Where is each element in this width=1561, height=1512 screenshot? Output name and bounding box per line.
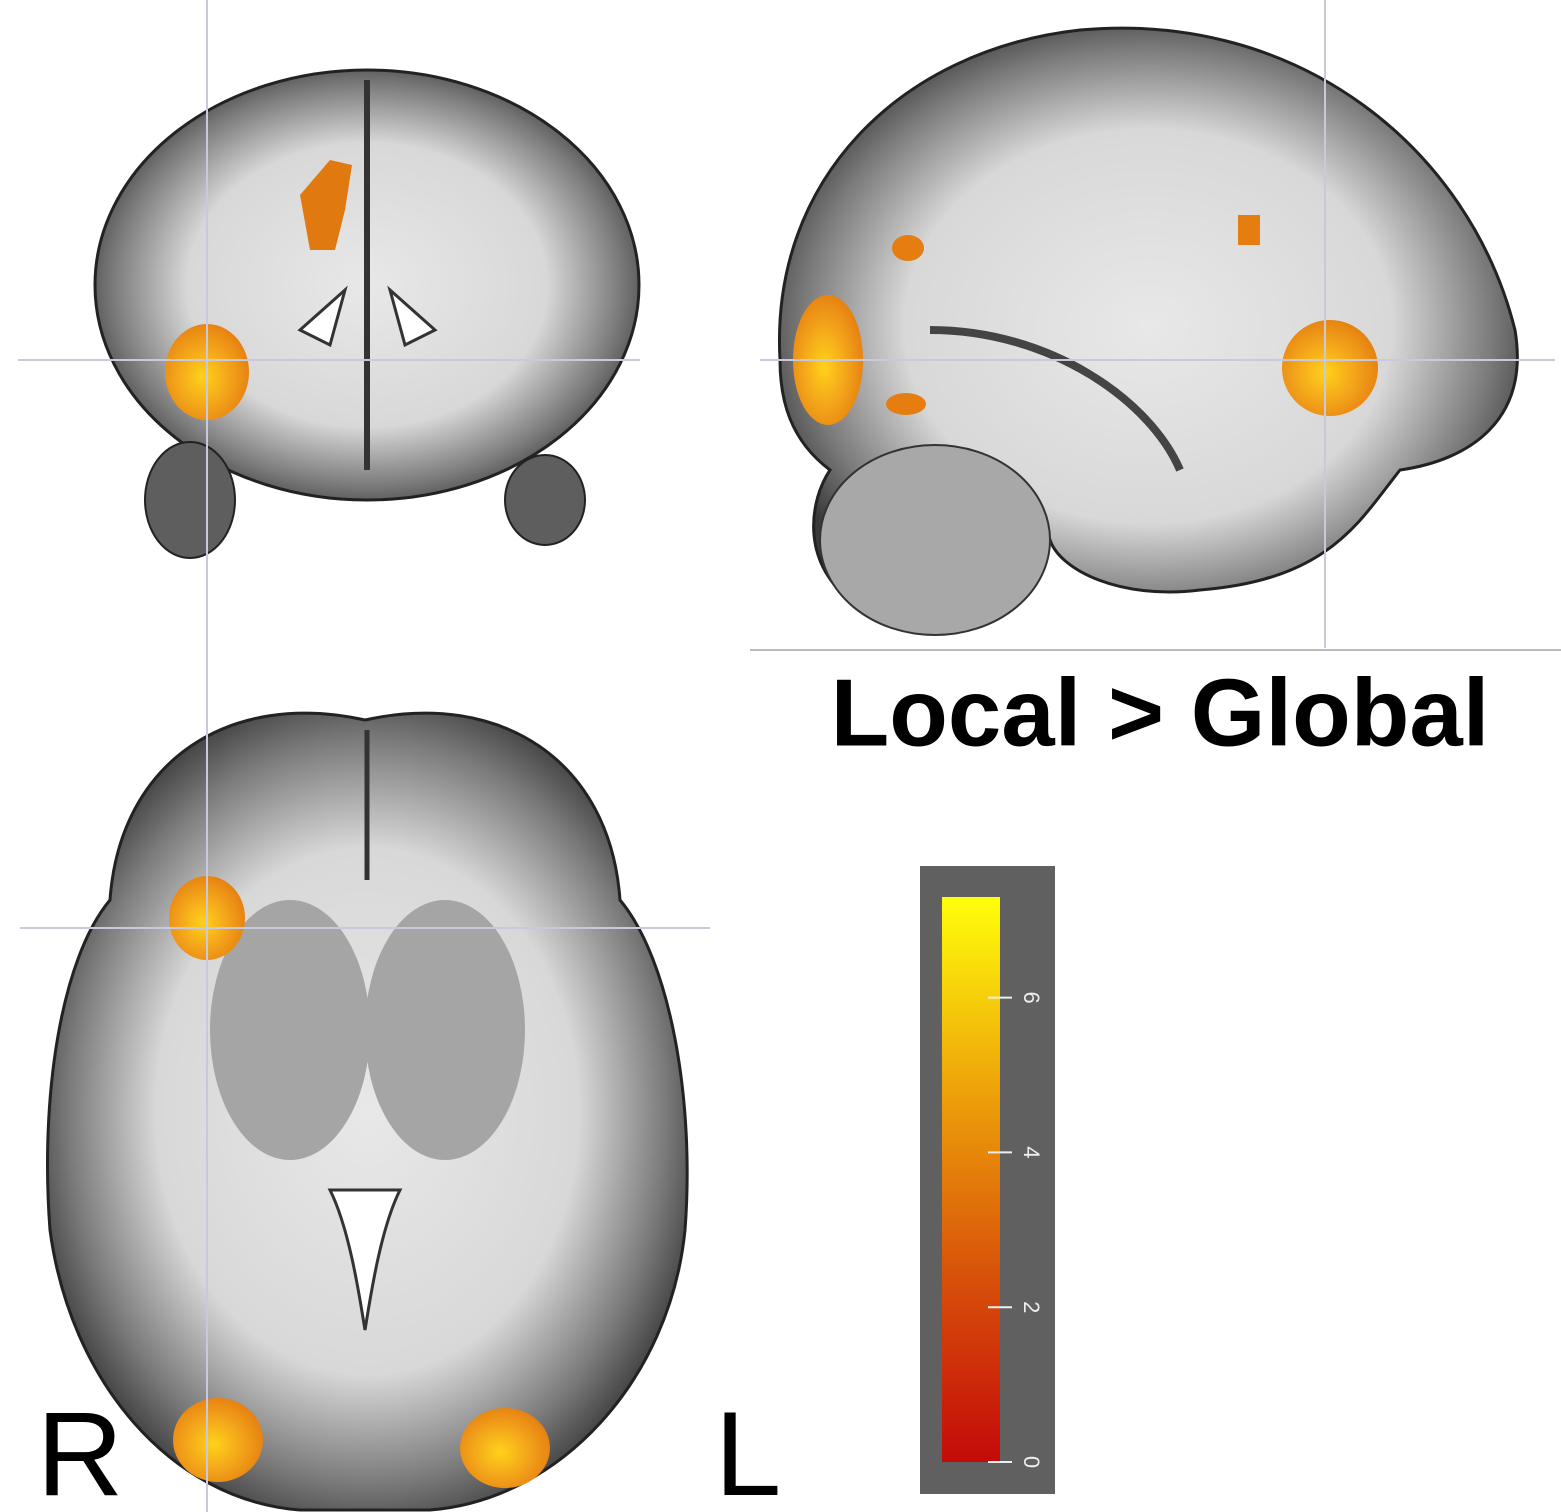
sagittal-slice xyxy=(779,28,1517,635)
title: Local > Global xyxy=(831,659,1490,766)
page: Local > Global R L 0246 (() => { const d… xyxy=(0,0,1561,1512)
colorbar-tick-label: 2 xyxy=(1019,1301,1044,1313)
colorbar-tick-label: 6 xyxy=(1019,991,1044,1003)
colorbar-gradient xyxy=(942,897,1000,1462)
axial-slice xyxy=(48,713,688,1510)
colorbar-tick-label: 0 xyxy=(1019,1456,1044,1468)
orientation-label: L xyxy=(715,1387,782,1512)
orientation-label: R xyxy=(37,1387,124,1512)
colorbar-tick-label: 4 xyxy=(1019,1146,1044,1158)
colorbar: 0 2 4 6 xyxy=(920,866,1055,1494)
figure: Local > Global R L 0 2 4 6 xyxy=(0,0,1561,1512)
coronal-slice xyxy=(95,70,639,558)
